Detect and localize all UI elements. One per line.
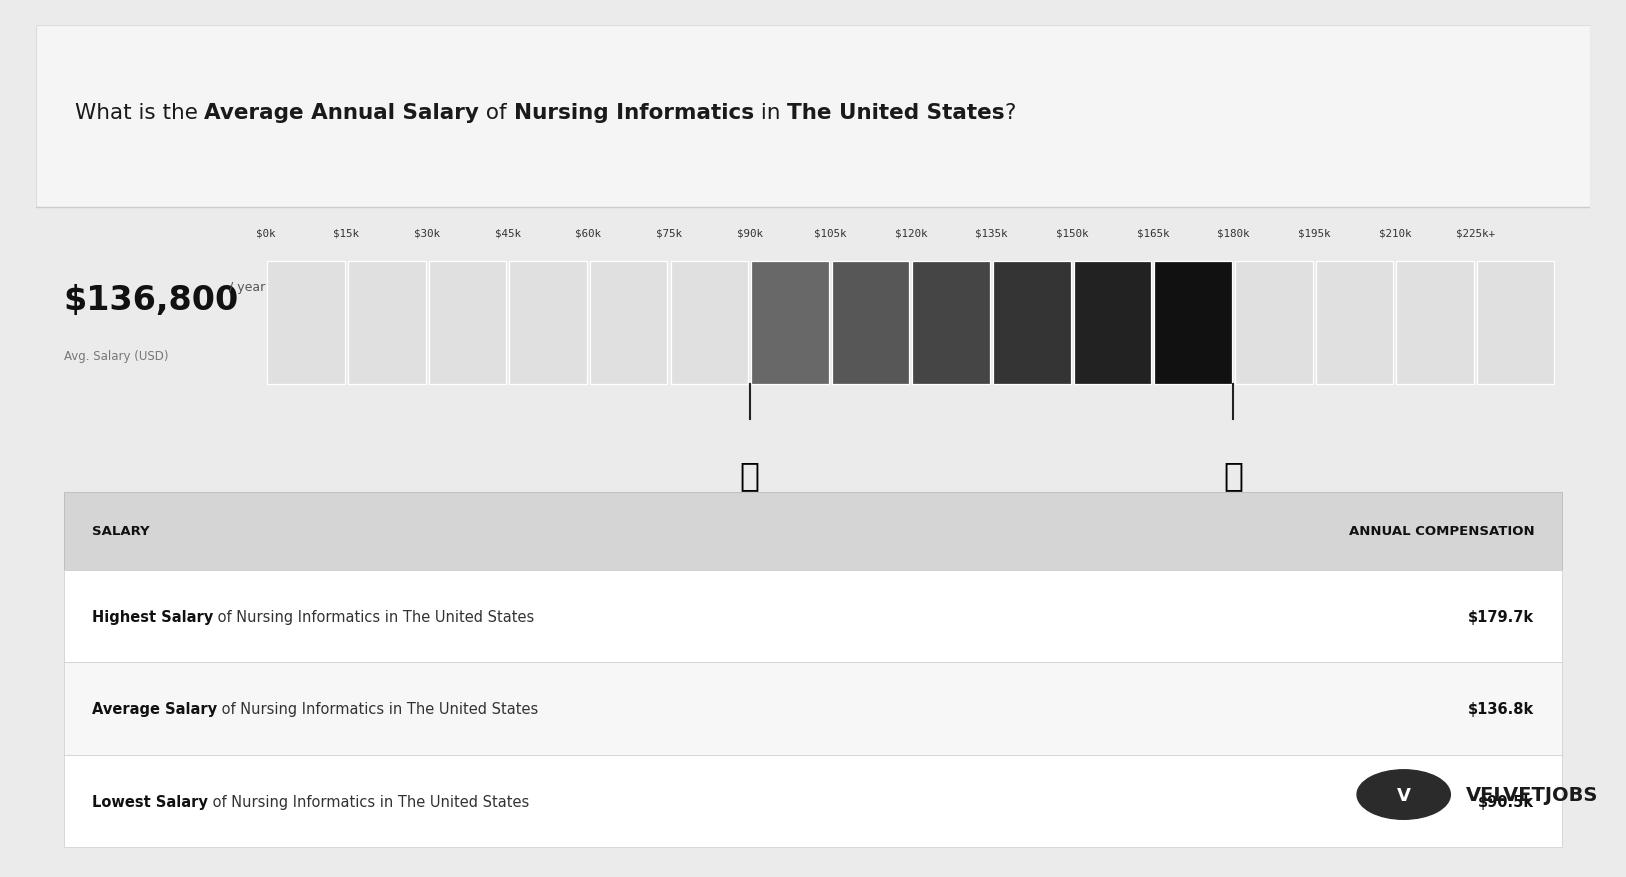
Text: Nursing Informatics: Nursing Informatics [514, 103, 754, 123]
Text: of Nursing Informatics in The United States: of Nursing Informatics in The United Sta… [216, 702, 538, 717]
Bar [63, 570, 1563, 663]
Bar [348, 261, 426, 385]
Text: Lowest Salary: Lowest Salary [91, 794, 208, 809]
Text: $136.8k: $136.8k [1468, 702, 1535, 717]
Bar [429, 261, 506, 385]
Text: of: of [480, 103, 514, 123]
Text: $135k: $135k [976, 228, 1008, 239]
Bar [590, 261, 667, 385]
Bar [1397, 261, 1473, 385]
Bar [36, 26, 1590, 208]
Text: $30k: $30k [415, 228, 441, 239]
Text: $45k: $45k [494, 228, 520, 239]
Bar [63, 663, 1563, 755]
Text: $15k: $15k [333, 228, 359, 239]
Text: $60k: $60k [576, 228, 602, 239]
Bar [63, 755, 1563, 847]
Bar [670, 261, 748, 385]
Bar [1073, 261, 1151, 385]
Text: $90k: $90k [737, 228, 763, 239]
Text: $180k: $180k [1218, 228, 1250, 239]
Text: 💰: 💰 [740, 460, 759, 492]
Text: 💰: 💰 [1223, 460, 1244, 492]
Bar [833, 261, 909, 385]
Text: ANNUAL COMPENSATION: ANNUAL COMPENSATION [1348, 524, 1535, 538]
Bar [509, 261, 587, 385]
Text: The United States: The United States [787, 103, 1005, 123]
Text: $165k: $165k [1137, 228, 1169, 239]
Text: of Nursing Informatics in The United States: of Nursing Informatics in The United Sta… [208, 794, 528, 809]
Text: $105k: $105k [815, 228, 847, 239]
Text: $195k: $195k [1298, 228, 1330, 239]
Text: $225k+: $225k+ [1455, 228, 1494, 239]
Text: Average Annual Salary: Average Annual Salary [205, 103, 480, 123]
Text: SALARY: SALARY [91, 524, 150, 538]
Bar [1476, 261, 1554, 385]
Text: Average Salary: Average Salary [91, 702, 216, 717]
Text: Avg. Salary (USD): Avg. Salary (USD) [63, 350, 167, 362]
Text: $120k: $120k [894, 228, 927, 239]
Text: $0k: $0k [255, 228, 275, 239]
Bar [63, 492, 1563, 570]
Bar [1154, 261, 1233, 385]
Text: $150k: $150k [1055, 228, 1088, 239]
Text: $75k: $75k [655, 228, 681, 239]
Circle shape [1358, 770, 1450, 819]
Bar [1315, 261, 1393, 385]
Text: in: in [754, 103, 787, 123]
Bar [751, 261, 829, 385]
Bar [912, 261, 990, 385]
Text: $179.7k: $179.7k [1468, 609, 1535, 624]
Bar [267, 261, 345, 385]
Text: ?: ? [1005, 103, 1016, 123]
Text: $136,800: $136,800 [63, 283, 239, 317]
Text: of Nursing Informatics in The United States: of Nursing Informatics in The United Sta… [213, 609, 535, 624]
Text: $90.5k: $90.5k [1478, 794, 1535, 809]
Text: $210k: $210k [1379, 228, 1411, 239]
Text: V: V [1397, 786, 1411, 803]
Bar [1236, 261, 1312, 385]
Text: Highest Salary: Highest Salary [91, 609, 213, 624]
Bar [993, 261, 1070, 385]
Text: What is the: What is the [75, 103, 205, 123]
Text: / year: / year [229, 281, 265, 293]
Text: VELVETJOBS: VELVETJOBS [1467, 785, 1598, 804]
